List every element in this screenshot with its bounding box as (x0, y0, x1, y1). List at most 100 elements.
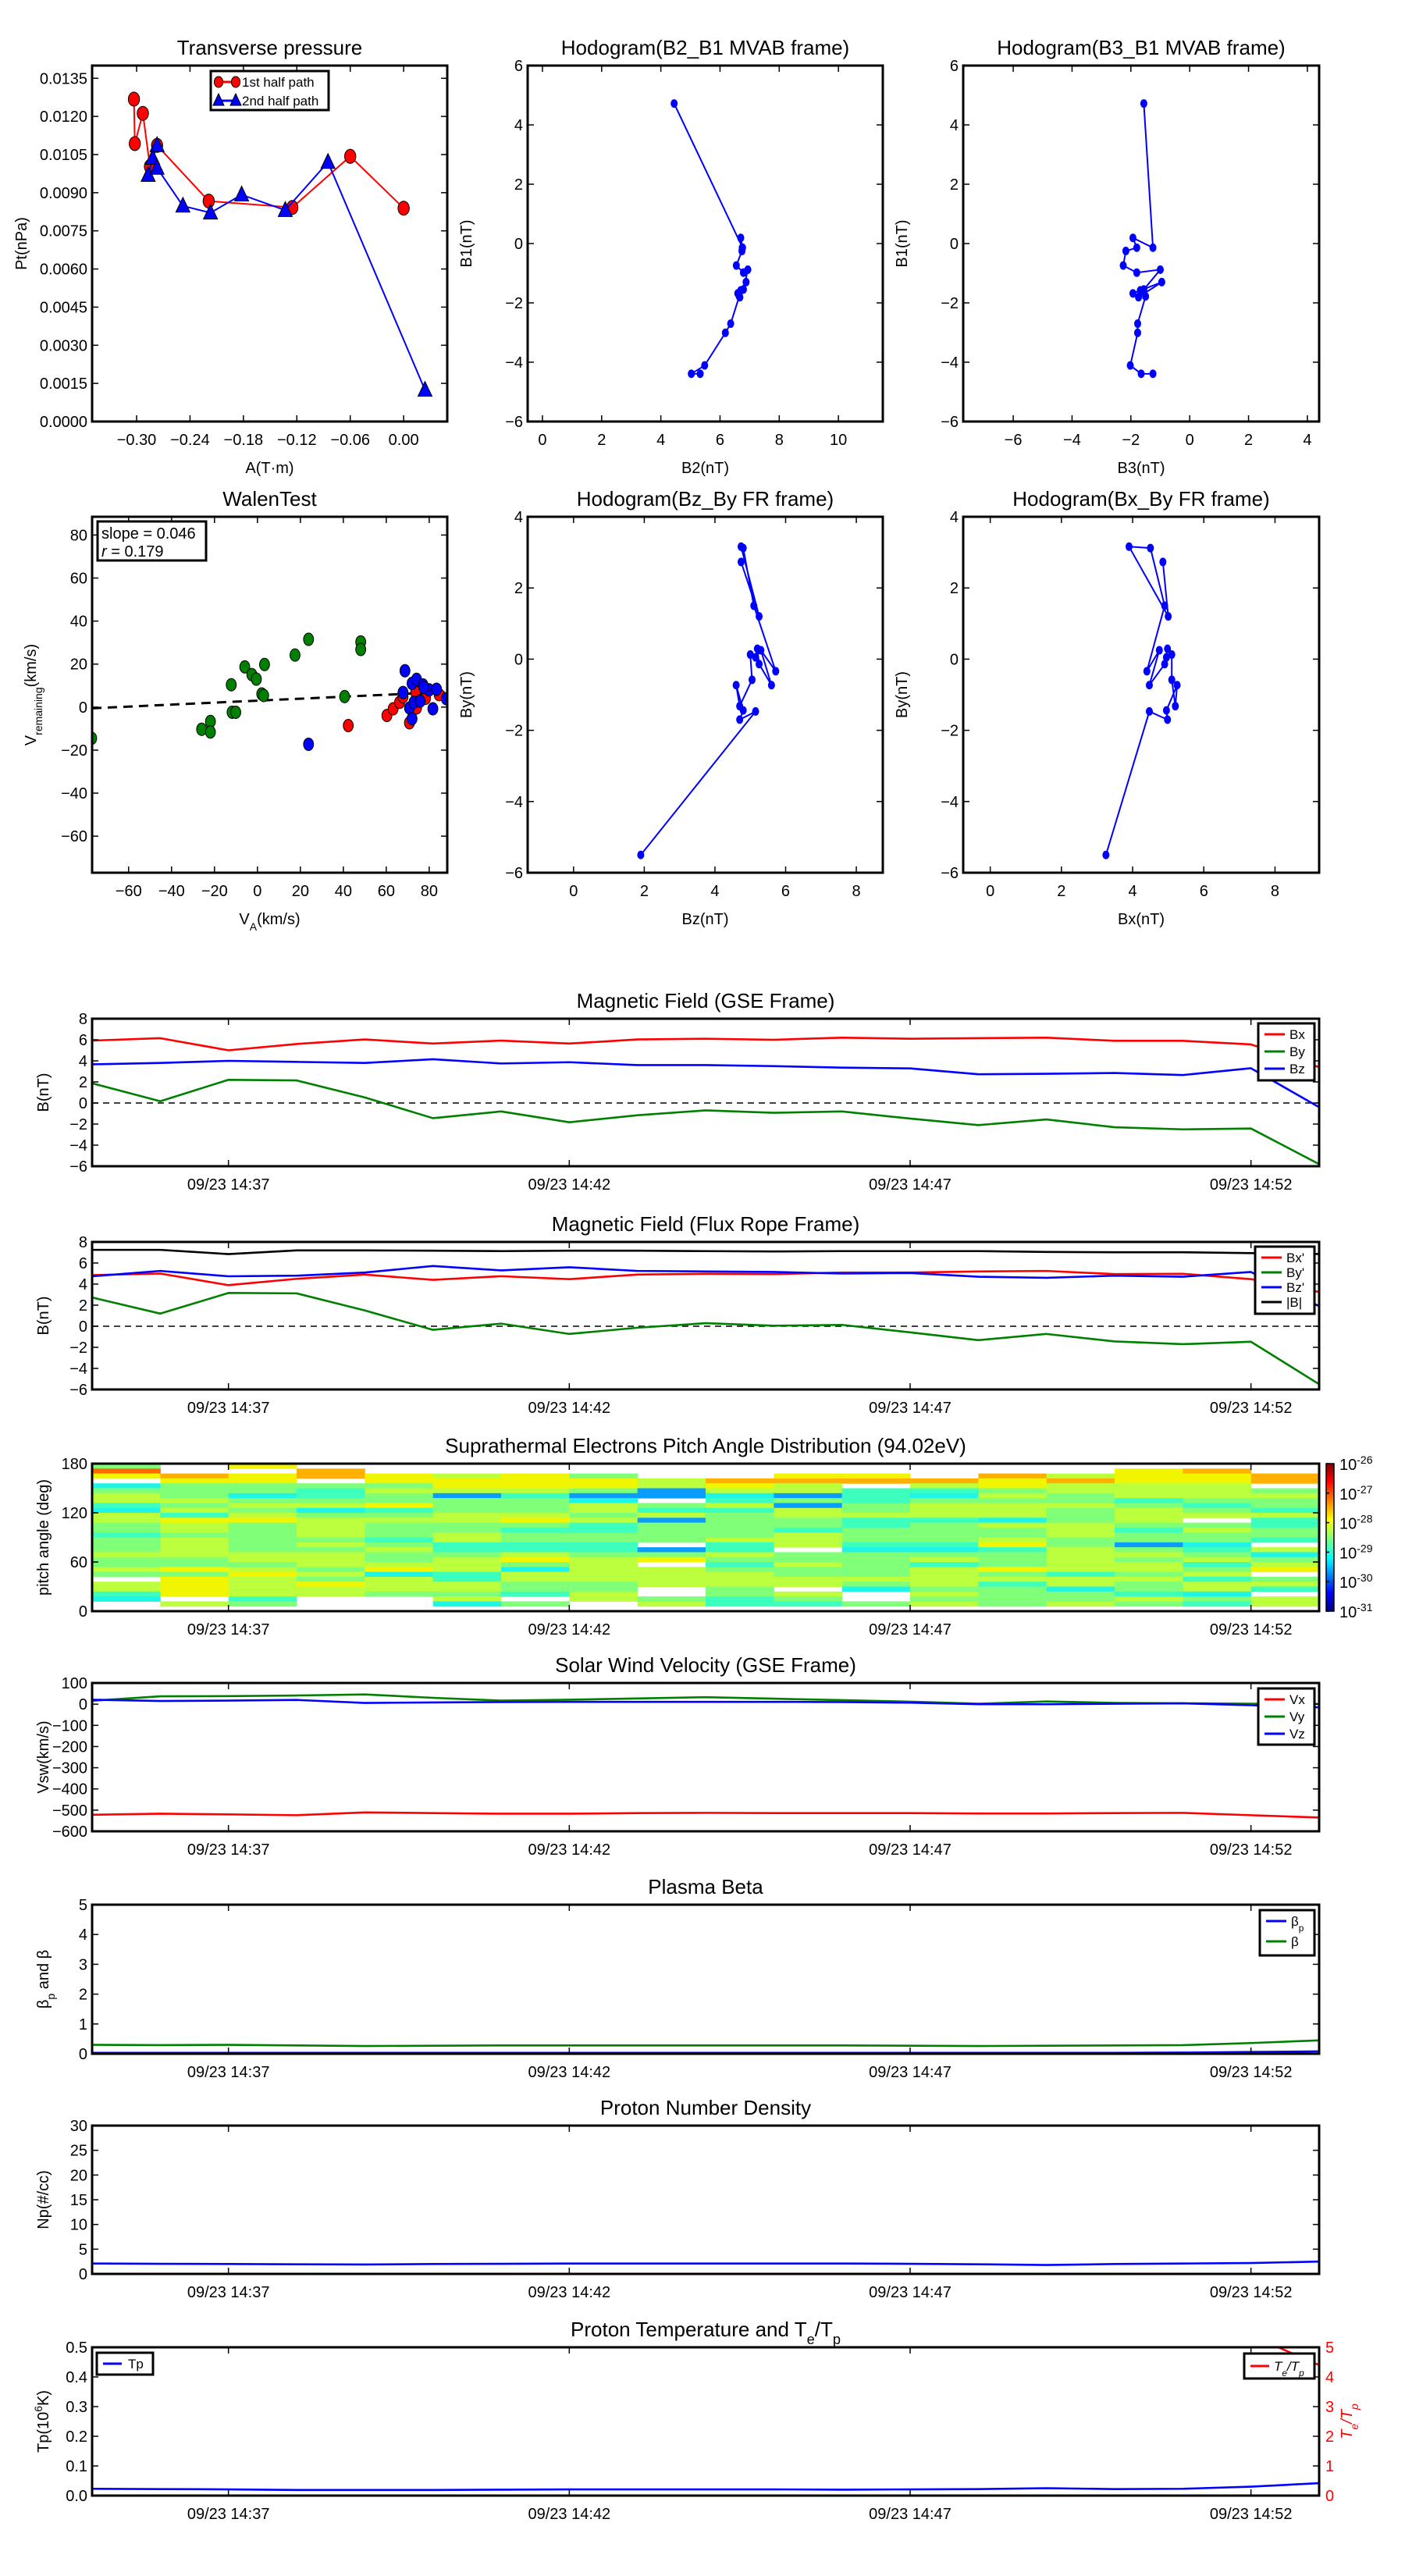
heatmap-cell (501, 1542, 570, 1548)
heatmap-cell (1046, 1586, 1115, 1592)
y-tick-label: −2 (505, 295, 523, 312)
heatmap-cell (297, 1503, 365, 1509)
heatmap-cell (910, 1596, 979, 1602)
heatmap-cell (910, 1527, 979, 1533)
heatmap-cell (706, 1586, 774, 1592)
heatmap-cell (365, 1571, 434, 1578)
y-tick-label: 80 (70, 527, 87, 544)
heatmap-cell (841, 1507, 911, 1514)
x-tick-label: −40 (158, 883, 185, 900)
y-tick-label: −40 (61, 785, 87, 802)
colorbar-tick-label-part: 10 (1339, 1604, 1357, 1621)
x-tick-label: −2 (1122, 432, 1140, 449)
axes-frame (962, 515, 1321, 874)
heatmap-cell (569, 1478, 638, 1484)
heatmap-cell (637, 1488, 706, 1494)
heatmap-cell (978, 1493, 1048, 1499)
x-tick-label: 0 (569, 883, 578, 900)
slope-text: slope = 0.046 (101, 525, 196, 543)
heatmap-cell (1250, 1507, 1319, 1514)
circle-marker (239, 660, 251, 674)
x-tick-label: 09/23 14:47 (869, 1400, 951, 1417)
heatmap-cell (365, 1547, 434, 1553)
x-tick-label: 4 (710, 883, 719, 900)
y-tick-label: 0.0030 (40, 337, 87, 354)
series-line (1122, 103, 1162, 375)
legend-label: Bx' (1286, 1251, 1304, 1265)
colorbar-tick-label-part: -29 (1357, 1542, 1372, 1554)
y-tick-label: 0 (514, 236, 523, 253)
heatmap-cell (501, 1493, 570, 1499)
circle-marker (670, 99, 678, 109)
heatmap-cell (706, 1552, 774, 1558)
circle-marker (737, 233, 745, 243)
x-tick-label: 09/23 14:42 (528, 1176, 611, 1194)
x-tick-label: 09/23 14:52 (1210, 1400, 1293, 1417)
heatmap-cell (910, 1557, 979, 1563)
heatmap-cell (841, 1582, 911, 1587)
heatmap-cell (774, 1517, 843, 1524)
heatmap-cell (1115, 1542, 1183, 1548)
series-line (92, 2260, 1319, 2266)
heatmap-cell (432, 1513, 502, 1518)
heatmap-cell (841, 1493, 911, 1499)
heatmap-cell (1115, 1517, 1183, 1524)
circle-marker (738, 247, 746, 255)
series-0 (92, 2482, 1319, 2492)
colorbar-tick-label-part: 10 (1339, 1545, 1357, 1562)
y-tick-label: 5 (79, 1897, 87, 1914)
heatmap-cell (432, 1522, 502, 1528)
heatmap-cell (706, 1596, 774, 1602)
heatmap-cell (774, 1542, 843, 1548)
magnetic-field-gse-panel: −6 −4 −2 0 2 4 6 8 09/23 14:37 09/23 14:42 09/23 1… (35, 989, 1321, 1194)
heatmap-cell (569, 1542, 638, 1548)
legend-label: Bz (1289, 1062, 1305, 1076)
x-tick-label: 6 (1200, 883, 1208, 900)
heatmap-cell (365, 1537, 434, 1543)
legend-frame (1243, 2352, 1316, 2380)
circle-marker (1164, 715, 1172, 724)
heatmap-cell (501, 1537, 570, 1543)
heatmap-cell (706, 1532, 774, 1538)
circle-marker (744, 265, 752, 274)
heatmap-cell (569, 1507, 638, 1514)
heatmap-cell (706, 1503, 774, 1509)
circle-marker (205, 725, 216, 739)
heatmap-cell (774, 1527, 843, 1533)
circle-marker (750, 601, 758, 610)
circle-marker (1126, 361, 1134, 370)
circle-marker (1125, 542, 1133, 551)
circle-marker (129, 136, 141, 151)
heatmap-cell (1046, 1473, 1115, 1479)
heatmap-cell (228, 1517, 297, 1524)
heatmap-cell (1183, 1547, 1252, 1553)
circle-marker (431, 682, 443, 696)
heatmap-cell (569, 1493, 638, 1499)
colorbar-tick-label: 10-28 (1339, 1513, 1373, 1533)
circle-marker (772, 667, 780, 676)
colorbar-tick-label: 10-27 (1339, 1483, 1373, 1503)
heatmap-cell (1046, 1562, 1115, 1567)
heatmap-cell (501, 1478, 570, 1484)
heatmap-cell (160, 1522, 229, 1528)
series-line (133, 98, 404, 209)
heatmap-cell (501, 1498, 570, 1503)
x-tick-label: 09/23 14:52 (1210, 2506, 1293, 2523)
heatmap-cell (706, 1527, 774, 1533)
heatmap-cell (841, 1527, 911, 1533)
heatmap-cell (160, 1586, 229, 1592)
heatmap-cell (228, 1591, 297, 1597)
heatmap-cell (160, 1576, 229, 1582)
heatmap-cell (978, 1576, 1048, 1582)
heatmap-cell (160, 1473, 229, 1479)
legend-label-part: β (1291, 1934, 1299, 1949)
y-axis-label-part: and β (35, 1950, 52, 1994)
heatmap-cell (501, 1562, 570, 1567)
heatmap-cell (92, 1527, 161, 1533)
heatmap-cell (432, 1488, 502, 1494)
circle-marker (226, 678, 237, 692)
circle-marker (1102, 850, 1110, 859)
regression-fit-line (92, 690, 447, 710)
y-tick-label: 6 (950, 58, 959, 75)
heatmap-cell (1183, 1571, 1252, 1578)
